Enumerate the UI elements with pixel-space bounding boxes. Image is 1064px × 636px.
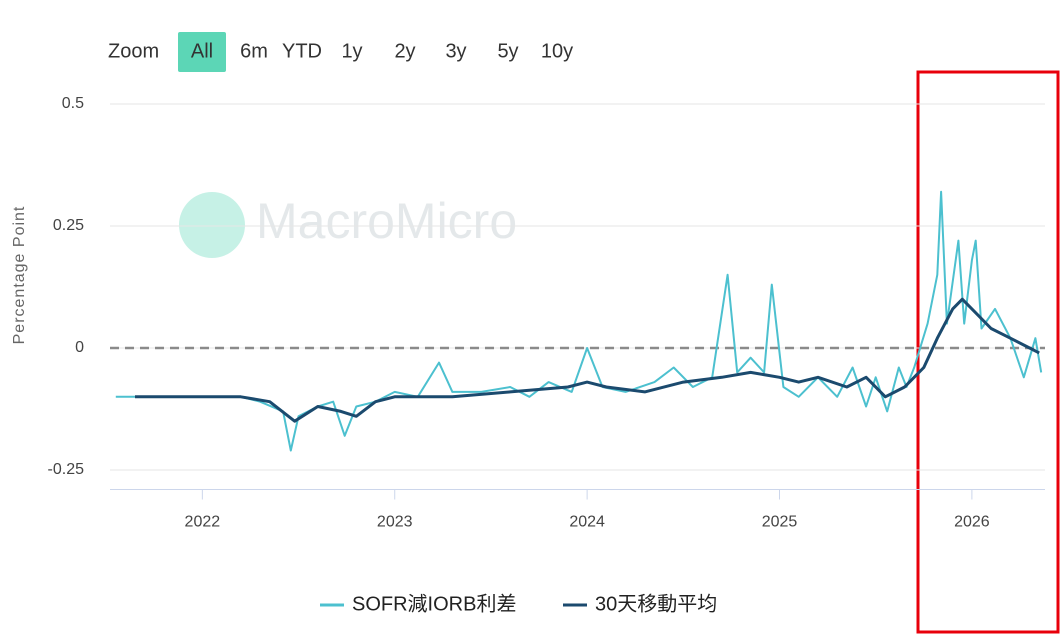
legend-label: SOFR減IORB利差 <box>352 592 516 615</box>
watermark-group: MacroMicro <box>179 192 517 258</box>
zoom-button[interactable]: 3y <box>445 40 466 62</box>
zoom-button: 5y <box>497 40 518 62</box>
x-tick-label: 2022 <box>185 514 221 531</box>
series-line <box>115 190 1043 452</box>
watermark: MacroMicro <box>256 193 517 249</box>
series-line <box>135 297 1040 423</box>
zoom-button[interactable]: 6m <box>240 40 268 62</box>
x-tick-label: 2024 <box>569 514 605 531</box>
zoom-label: Zoom <box>108 40 159 62</box>
legend-label: 30天移動平均 <box>595 592 717 615</box>
x-tick-label: 2023 <box>377 514 413 531</box>
y-axis-title: Percentage Point <box>11 206 28 345</box>
zoom-button[interactable]: 1y <box>341 40 362 62</box>
y-tick-label: 0.5 <box>62 95 84 112</box>
zoom-button[interactable]: 2y <box>394 40 415 62</box>
zoom-button-bg <box>178 32 226 72</box>
zoom-button: 10y <box>541 40 573 62</box>
x-tick-label: 2026 <box>954 514 990 531</box>
y-tick-label: 0.25 <box>53 217 84 234</box>
zoom-button[interactable]: All <box>191 40 213 62</box>
zoom-button[interactable]: YTD <box>282 40 322 62</box>
y-tick-label: -0.25 <box>48 461 85 478</box>
x-tick-label: 2025 <box>762 514 798 531</box>
watermark-logo <box>179 192 245 258</box>
y-tick-label: 0 <box>75 339 84 356</box>
